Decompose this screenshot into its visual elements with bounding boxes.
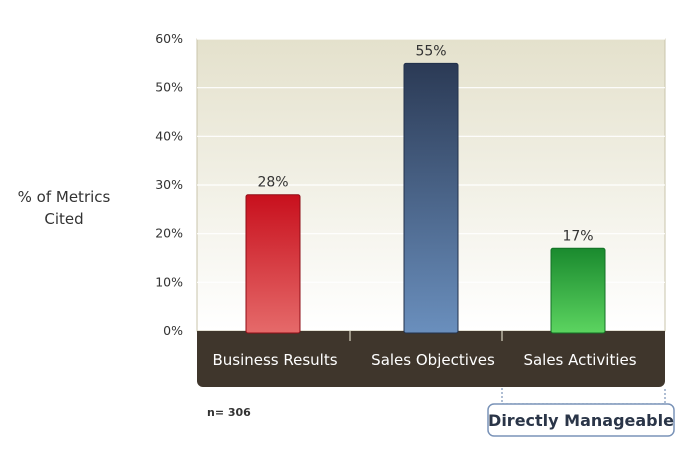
category-band bbox=[197, 331, 665, 387]
y-axis-label-line1: % of Metrics bbox=[18, 188, 111, 206]
y-tick-label: 20% bbox=[155, 226, 183, 241]
bar-value-label: 55% bbox=[415, 43, 446, 59]
y-axis-label-line2: Cited bbox=[44, 210, 83, 228]
y-axis: 0% 10% 20% 30% 40% 50% 60% bbox=[155, 31, 183, 338]
y-tick-label: 30% bbox=[155, 177, 183, 192]
category-labels: Business Results Sales Objectives Sales Ac… bbox=[212, 331, 637, 369]
bar-value-label: 17% bbox=[562, 228, 593, 244]
bars: 28% 55% 17% bbox=[245, 43, 606, 334]
bar bbox=[403, 62, 459, 334]
callout-bracket bbox=[501, 388, 666, 405]
y-tick-label: 10% bbox=[155, 274, 183, 289]
category-label: Business Results bbox=[212, 351, 337, 369]
category-band-top bbox=[197, 331, 665, 339]
category-label: Sales Objectives bbox=[371, 351, 495, 369]
bar-value-label: 28% bbox=[257, 175, 288, 191]
y-tick-label: 0% bbox=[163, 323, 183, 338]
bar bbox=[245, 194, 301, 334]
category-label: Sales Activities bbox=[523, 351, 636, 369]
sample-size-note: n= 306 bbox=[207, 406, 251, 419]
bar bbox=[550, 247, 606, 334]
y-tick-label: 50% bbox=[155, 80, 183, 95]
callout-label: Directly Manageable bbox=[488, 411, 674, 430]
y-tick-label: 40% bbox=[155, 128, 183, 143]
callout-box bbox=[487, 403, 675, 437]
y-tick-label: 60% bbox=[155, 31, 183, 46]
